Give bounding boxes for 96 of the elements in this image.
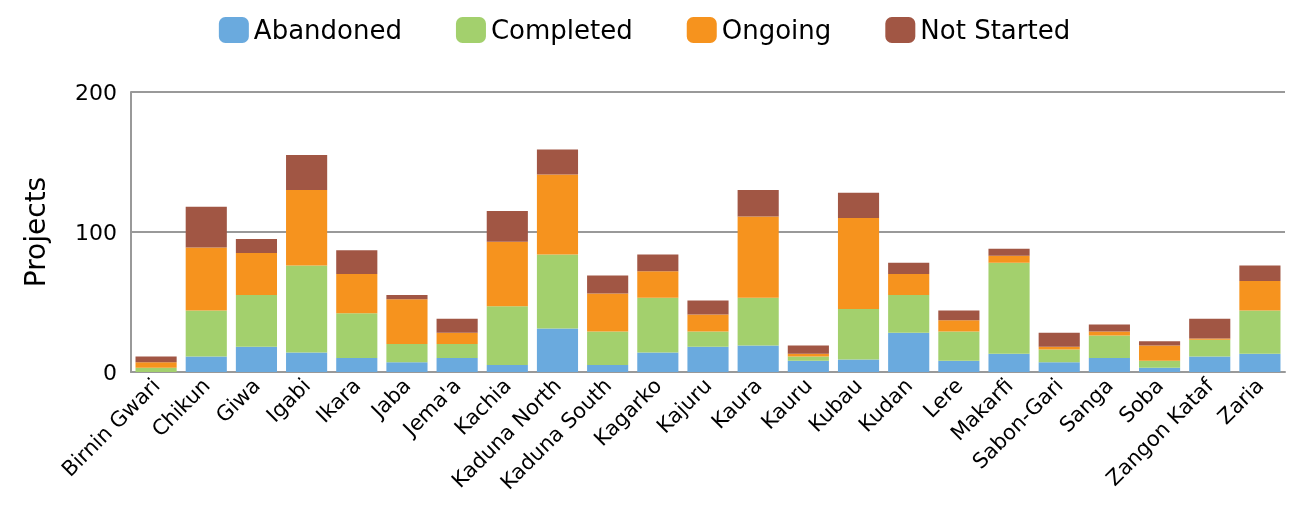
bar (386, 362, 428, 372)
bar (536, 174, 579, 255)
bar (1189, 339, 1231, 357)
bar (185, 206, 227, 248)
legend-label: Ongoing (721, 15, 832, 45)
bar (837, 309, 880, 360)
bar (637, 271, 679, 298)
bar (737, 297, 779, 346)
bar (938, 310, 980, 321)
bar (1239, 353, 1281, 372)
bar (286, 190, 328, 266)
bar (436, 344, 478, 358)
bar (587, 365, 629, 372)
bar (235, 239, 278, 253)
bar (737, 216, 779, 298)
bar (1239, 310, 1281, 354)
bar (1088, 324, 1130, 332)
bar (1038, 349, 1080, 363)
bar (486, 211, 528, 242)
bar (637, 352, 679, 372)
bar (587, 275, 629, 294)
legend-label: Abandoned (253, 15, 402, 45)
bar (687, 346, 729, 372)
bar (336, 313, 378, 358)
bar (135, 367, 177, 372)
bar (1038, 346, 1080, 350)
bar (536, 149, 579, 175)
bar (235, 253, 278, 295)
bar (436, 318, 478, 333)
bar (787, 356, 829, 361)
y-tick-label: 200 (75, 79, 117, 105)
bar (1088, 335, 1130, 358)
bar (787, 360, 829, 372)
bar (235, 295, 278, 347)
bar (1138, 367, 1181, 372)
bar (386, 295, 428, 300)
bar (988, 262, 1030, 354)
bar (938, 331, 980, 361)
bar (637, 254, 679, 272)
bar (988, 248, 1030, 256)
bar (1189, 356, 1231, 372)
bar (336, 250, 378, 274)
bar (988, 255, 1030, 263)
bar (687, 300, 729, 315)
bar (837, 218, 880, 309)
bar (386, 344, 428, 363)
bar (185, 247, 227, 311)
bar (1088, 331, 1130, 336)
bar (286, 265, 328, 353)
bar (336, 358, 378, 372)
bar (1138, 341, 1181, 346)
bar (938, 360, 980, 372)
bar (135, 362, 177, 368)
bar (587, 331, 629, 365)
bar (486, 365, 528, 372)
bar (1239, 281, 1281, 311)
legend-label: Completed (490, 15, 633, 45)
bar (737, 345, 779, 372)
bar (787, 353, 829, 357)
legend-label: Not Started (920, 15, 1071, 45)
bar (587, 293, 629, 332)
bar (687, 331, 729, 347)
bar (235, 346, 278, 372)
bar (1138, 360, 1181, 368)
bar (888, 262, 930, 274)
bar (185, 310, 227, 357)
bar (536, 254, 579, 329)
bar (888, 274, 930, 295)
bar (988, 353, 1030, 372)
y-axis-title: Projects (18, 176, 52, 288)
bar (1038, 332, 1080, 347)
bar (938, 320, 980, 332)
bar (687, 314, 729, 332)
bar (837, 192, 880, 218)
bar (1038, 362, 1080, 372)
bar (486, 241, 528, 307)
bar (1239, 265, 1281, 281)
bar (1088, 358, 1130, 372)
bar (386, 299, 428, 344)
bar (286, 352, 328, 372)
bar (436, 358, 478, 372)
bar (637, 297, 679, 353)
y-tick-label: 100 (75, 219, 117, 245)
bar (888, 332, 930, 372)
bar (787, 345, 829, 354)
bar (536, 328, 579, 372)
bar (837, 359, 880, 372)
bar (436, 332, 478, 344)
bar (486, 306, 528, 365)
bar (1189, 318, 1231, 339)
bar (286, 155, 328, 190)
bar (737, 190, 779, 217)
bar (185, 356, 227, 372)
bar (888, 295, 930, 333)
bar (1138, 345, 1181, 361)
bar (336, 274, 378, 314)
